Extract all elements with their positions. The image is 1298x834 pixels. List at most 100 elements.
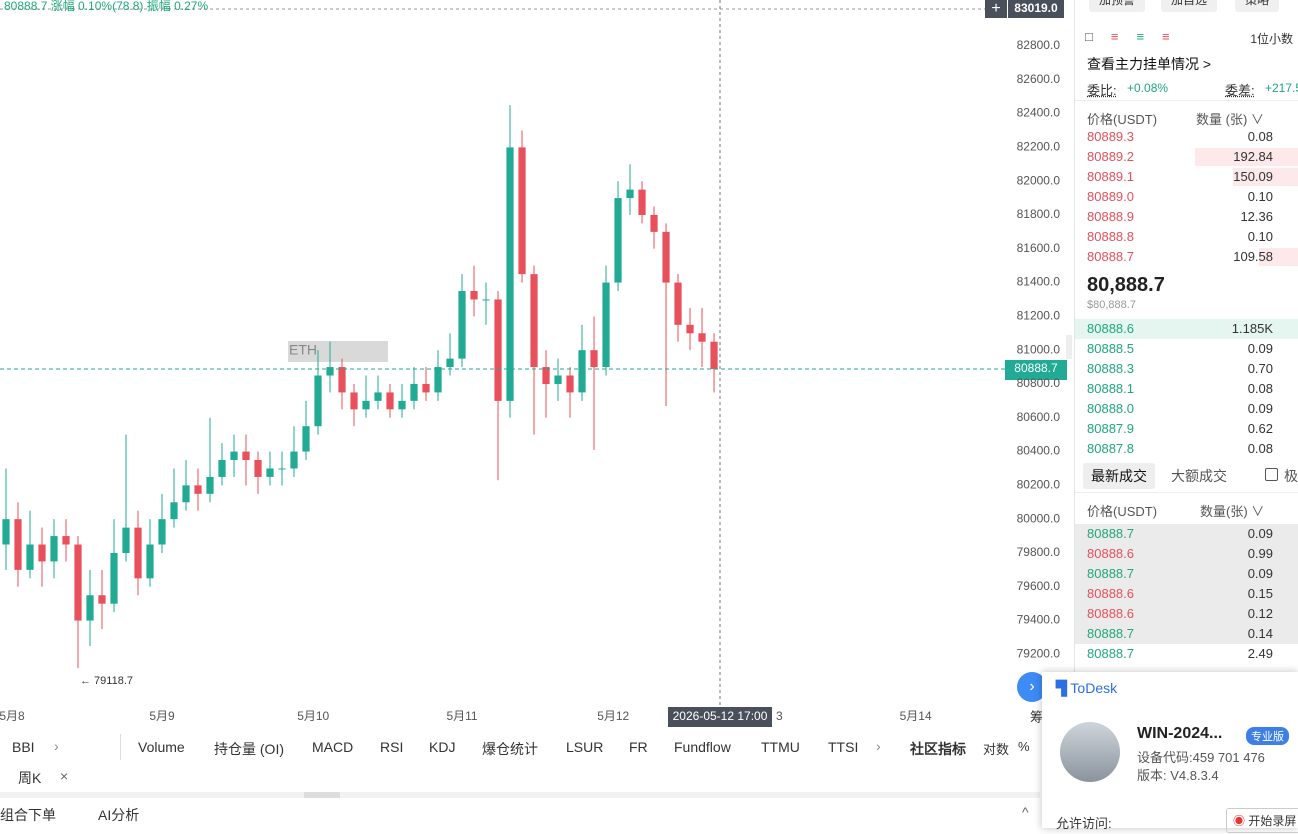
x-tick-label: 5月12 <box>597 709 629 723</box>
candle-body <box>614 198 621 283</box>
y-tick-label: 82000.0 <box>1017 173 1061 187</box>
head-price: 价格(USDT) <box>1087 109 1157 128</box>
tab-latest[interactable]: 最新成交 <box>1083 463 1155 489</box>
candle-body <box>314 376 321 427</box>
row-price: 80888.3 <box>1087 359 1134 379</box>
order-row: 80888.5 0.09 <box>1075 339 1298 359</box>
candle-body <box>26 545 33 570</box>
candle-body <box>482 299 489 300</box>
x-tick-label: 5月10 <box>297 709 329 723</box>
order-row: 80888.3 0.70 <box>1075 359 1298 379</box>
allow-label: 允许访问: <box>1056 813 1112 832</box>
combo-tab[interactable]: 组合下单 <box>0 805 56 825</box>
ratio-label: 委比: <box>1087 80 1117 99</box>
order-row: 80888.7 2.49 <box>1075 644 1298 664</box>
candle-body <box>290 452 297 469</box>
indicator-item[interactable]: RSI <box>380 739 403 755</box>
ai-tab[interactable]: AI分析 <box>98 805 139 825</box>
edition-badge: 专业版 <box>1246 727 1289 745</box>
row-qty: 0.08 <box>1248 379 1273 399</box>
main-orders-link[interactable]: 查看主力挂单情况 > <box>1087 54 1211 74</box>
percent-toggle[interactable]: % <box>1018 739 1030 754</box>
trade-head-qty[interactable]: 数量(张) ∨ <box>1200 501 1264 520</box>
candle-body <box>62 536 69 544</box>
row-price: 80888.6 <box>1087 584 1134 604</box>
view-icons[interactable]: □≡≡≡ <box>1085 29 1188 44</box>
candle-body <box>398 401 405 409</box>
order-row: 80887.8 0.08 <box>1075 439 1298 459</box>
order-row: 80889.1 150.09 <box>1075 167 1298 187</box>
row-qty: 150.09 <box>1233 167 1273 187</box>
candle-body <box>674 283 681 325</box>
row-price: 80888.6 <box>1087 604 1134 624</box>
y-tick-label: 82800.0 <box>1017 38 1061 52</box>
candle-body <box>494 299 501 400</box>
watch-button[interactable]: 加自选 <box>1161 0 1217 12</box>
candle-body <box>530 274 537 367</box>
tab-extreme[interactable]: 极 <box>1265 466 1298 486</box>
log-toggle[interactable]: 对数 <box>983 739 1009 758</box>
candle-body <box>38 545 45 562</box>
alert-button[interactable]: 加预警 <box>1089 0 1145 12</box>
drag-handle[interactable] <box>304 792 340 798</box>
candle-body <box>458 291 465 359</box>
indicator-item[interactable]: Fundflow <box>674 739 731 755</box>
x-tick-partial: 3 <box>776 709 783 723</box>
candle-body <box>374 392 381 400</box>
separator <box>120 734 121 760</box>
panel-toggle[interactable] <box>1066 335 1072 359</box>
y-tick-label: 81200.0 <box>1017 309 1061 323</box>
record-button[interactable]: ◉ 开始录屏 <box>1226 808 1298 833</box>
candle-body <box>506 147 513 401</box>
row-price: 80888.7 <box>1087 564 1134 584</box>
candle-body <box>446 359 453 367</box>
candle-body <box>542 367 549 384</box>
y-tick-label: 79800.0 <box>1017 545 1061 559</box>
candle-body <box>134 528 141 579</box>
todesk-brand: ▜ ToDesk <box>1056 680 1117 697</box>
indicator-item[interactable]: LSUR <box>566 739 603 755</box>
strategy-button[interactable]: 策略 <box>1235 0 1279 12</box>
candle-body <box>194 485 201 493</box>
candle-body <box>626 190 633 198</box>
order-row: 80889.3 0.08 <box>1075 127 1298 147</box>
chevron[interactable]: › <box>54 738 59 754</box>
candle-body <box>266 468 273 476</box>
indicator-item[interactable]: KDJ <box>429 739 455 755</box>
period-tag[interactable]: 周K <box>18 768 41 788</box>
tab-large[interactable]: 大额成交 <box>1171 466 1227 486</box>
community-indicator[interactable]: 社区指标 <box>890 739 966 759</box>
candle-body <box>362 401 369 409</box>
indicator-item[interactable]: MACD <box>312 739 353 755</box>
order-row: 80888.6 1.185K <box>1075 319 1298 339</box>
last-price: 80,888.7 <box>1087 274 1165 297</box>
indicator-item[interactable]: BBI <box>12 739 35 755</box>
plus-icon: + <box>991 0 1000 17</box>
info-bar: 80888.7 涨幅 0.10%(78.8) 振幅 0.27% <box>4 0 208 13</box>
order-row: 80888.6 0.15 <box>1075 584 1298 604</box>
y-tick-label: 81600.0 <box>1017 241 1061 255</box>
indicator-item[interactable]: 爆仓统计 <box>482 739 538 759</box>
row-qty: 109.58 <box>1233 247 1273 267</box>
low-annotation: ← 79118.7 <box>80 675 133 687</box>
y-tick-label: 82400.0 <box>1017 106 1061 120</box>
indicator-item[interactable]: 持仓量 (OI) <box>214 739 284 759</box>
head-qty[interactable]: 数量 (张) ∨ <box>1196 109 1264 128</box>
period-close[interactable]: × <box>60 768 68 784</box>
row-price: 80888.7 <box>1087 624 1134 644</box>
candle-body <box>350 392 357 409</box>
candle-body <box>434 367 441 392</box>
indicator-item[interactable]: TTMU <box>761 739 800 755</box>
indicator-item[interactable]: FR <box>629 739 648 755</box>
avatar <box>1060 722 1120 782</box>
chevron[interactable]: › <box>876 738 881 754</box>
collapse[interactable]: ^ <box>1022 804 1029 820</box>
order-row: 80888.7 0.14 <box>1075 624 1298 644</box>
indicator-item[interactable]: TTSI <box>828 739 858 755</box>
candle-body <box>278 468 285 469</box>
indicator-item[interactable]: Volume <box>138 739 185 755</box>
decimals[interactable]: 1位小数 <box>1250 30 1293 47</box>
row-price: 80888.8 <box>1087 227 1134 247</box>
order-panel: 加预警 加自选 策略 □≡≡≡ 1位小数 查看主力挂单情况 > 委比: +0.0… <box>1074 0 1298 672</box>
candle-body <box>422 384 429 392</box>
